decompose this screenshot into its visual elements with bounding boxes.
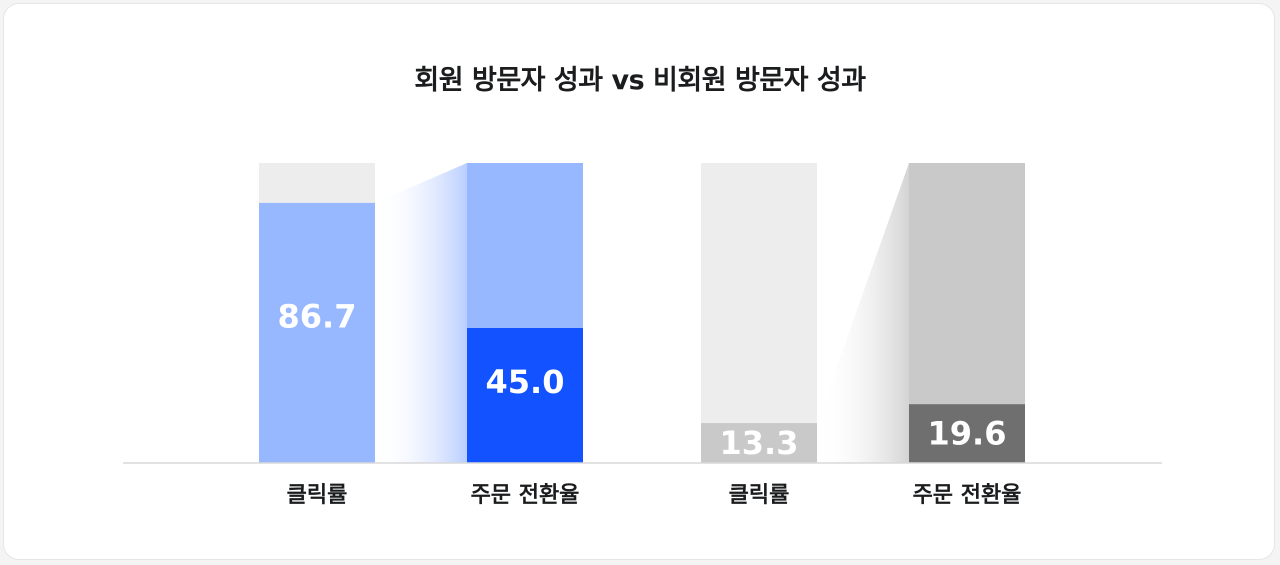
bar-value-label-2-1: 13.3 [720,424,799,462]
bar-1-2 [467,328,583,463]
bar-value-label-2-2: 19.6 [928,415,1007,453]
category-label-2-1: 클릭률 [729,483,790,508]
category-label-1-2: 주문 전환율 [471,483,580,508]
bar-2-2 [909,404,1025,463]
bar-1-1 [259,202,375,463]
bar-value-label-1-1: 86.7 [278,298,357,336]
bar-2-1 [701,423,817,463]
chart-card [3,3,1275,560]
bar-value-label-1-2: 45.0 [486,363,565,401]
category-label-1-1: 클릭률 [287,483,348,508]
bar-track-2-1 [701,163,817,463]
chart-title: 회원 방문자 성과 vs 비회원 방문자 성과 [414,65,866,96]
category-label-2-2: 주문 전환율 [913,483,1022,508]
connector-wedge-1 [375,163,467,463]
connector-wedge-2 [817,163,909,463]
